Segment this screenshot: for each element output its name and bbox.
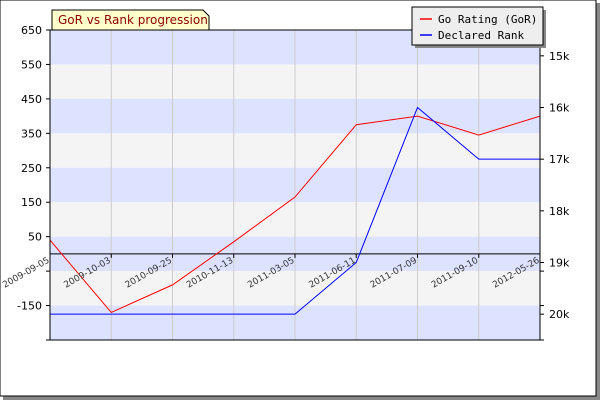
left-tick-label: 350 <box>21 127 42 140</box>
right-axis-ticks: 15k 16k 17k 18k 19k 20k <box>540 50 570 341</box>
plot-border <box>49 29 541 341</box>
left-tick-label: 650 <box>21 24 42 37</box>
left-tick-label: 150 <box>21 196 42 209</box>
legend: Go Rating (GoR) Declared Rank <box>411 6 546 48</box>
series-lines <box>49 106 541 315</box>
title-tab <box>51 9 210 31</box>
left-tick-label: 450 <box>21 93 42 106</box>
legend-label-gor: Go Rating (GoR) <box>438 13 537 26</box>
right-tick-label: 17k <box>549 153 570 166</box>
series-line-gor <box>49 115 541 314</box>
right-tick-label: 15k <box>549 50 570 63</box>
right-tick-label: 16k <box>549 102 570 115</box>
right-tick-label: 19k <box>549 257 570 270</box>
vertical-gridlines <box>110 30 480 340</box>
right-tick-label: 18k <box>549 205 570 218</box>
series-line-rank <box>50 106 540 315</box>
left-tick-label: 50 <box>28 231 42 244</box>
left-axis-ticks: 650 550 450 350 250 150 50 -150 <box>17 24 50 341</box>
chart-title: GoR vs Rank progression <box>51 9 210 31</box>
right-tick-label: 20k <box>549 308 570 321</box>
left-tick-label: -150 <box>17 300 42 313</box>
left-tick-label: 550 <box>21 58 42 71</box>
legend-label-rank: Declared Rank <box>438 29 524 42</box>
plot-area <box>49 29 541 341</box>
left-tick-label: 250 <box>21 162 42 175</box>
legend-box <box>411 6 544 46</box>
chart-title-text: GoR vs Rank progression <box>58 13 208 27</box>
